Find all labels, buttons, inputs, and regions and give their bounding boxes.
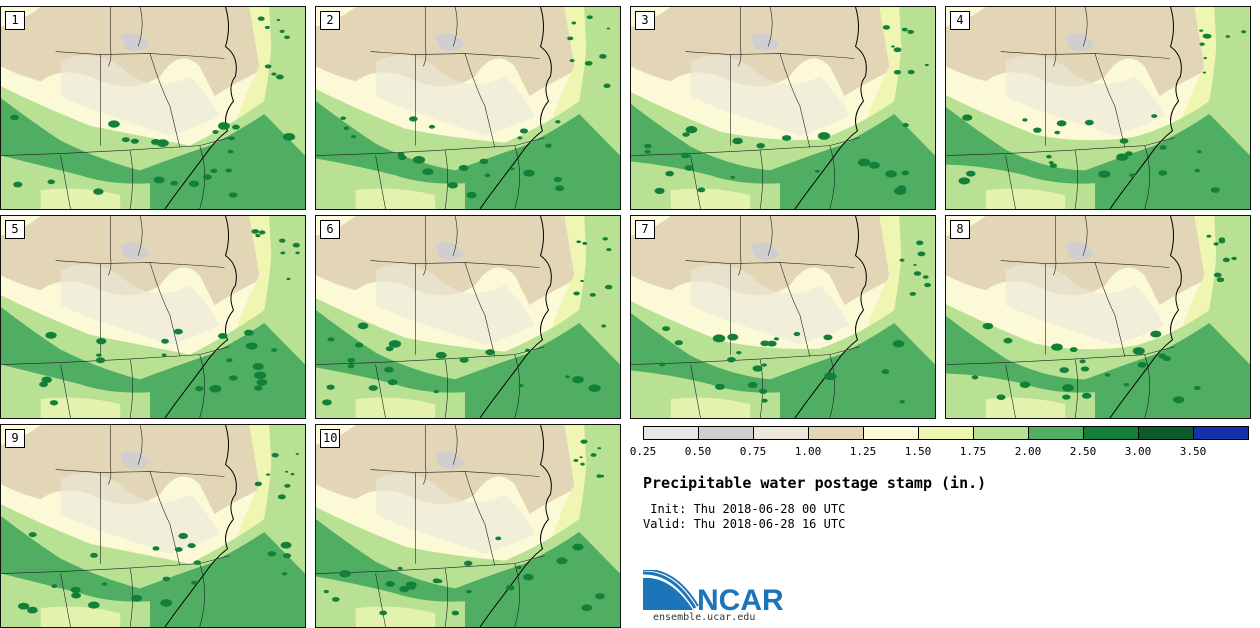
- panel-number-label: 5: [5, 220, 25, 239]
- map-panel[interactable]: 1: [0, 6, 306, 210]
- panel-number-label: 9: [5, 429, 25, 448]
- legend-tick-label: 0.25: [629, 445, 657, 458]
- legend-swatch: [808, 426, 864, 440]
- map-panel[interactable]: 6: [315, 215, 621, 419]
- logo-url[interactable]: ensemble.ucar.edu: [653, 612, 756, 623]
- init-time: Init: Thu 2018-06-28 00 UTC: [643, 502, 846, 516]
- panel-number-label: 6: [320, 220, 340, 239]
- map-panel[interactable]: 5: [0, 215, 306, 419]
- legend-tick-label: 2.50: [1069, 445, 1097, 458]
- legend-swatch: [698, 426, 754, 440]
- legend-swatch: [1083, 426, 1139, 440]
- product-title: Precipitable water postage stamp (in.): [643, 474, 987, 492]
- panel-number-label: 1: [5, 11, 25, 30]
- legend-tick-label: 1.00: [794, 445, 822, 458]
- valid-time: Valid: Thu 2018-06-28 16 UTC: [643, 517, 846, 531]
- logo-text: NCAR: [697, 584, 784, 616]
- legend-swatch: [643, 426, 699, 440]
- map-panel[interactable]: 2: [315, 6, 621, 210]
- legend-tick-label: 1.75: [959, 445, 987, 458]
- map-panel[interactable]: 9: [0, 424, 306, 628]
- legend-tick-label: 1.25: [849, 445, 877, 458]
- legend-swatch: [1193, 426, 1249, 440]
- panel-number-label: 7: [635, 220, 655, 239]
- legend-tick-label: 0.75: [739, 445, 767, 458]
- map-panel[interactable]: 7: [630, 215, 936, 419]
- legend-swatch: [1138, 426, 1194, 440]
- legend-tick-label: 3.50: [1179, 445, 1207, 458]
- ncar-swoosh-icon: NCAR: [642, 568, 784, 617]
- legend-tick-label: 3.00: [1124, 445, 1152, 458]
- panel-number-label: 10: [320, 429, 341, 448]
- legend-swatch: [753, 426, 809, 440]
- legend-swatch: [973, 426, 1029, 440]
- panel-number-label: 2: [320, 11, 340, 30]
- legend-swatch: [1028, 426, 1084, 440]
- panel-number-label: 3: [635, 11, 655, 30]
- map-panel[interactable]: 8: [945, 215, 1251, 419]
- panel-number-label: 4: [950, 11, 970, 30]
- legend-swatch: [918, 426, 974, 440]
- legend-swatch: [863, 426, 919, 440]
- color-legend: 0.25 0.50 0.75 1.00 1.25 1.50 1.75 2.00 2.50 3.00…: [630, 426, 1249, 460]
- ncar-logo[interactable]: NCAR: [642, 568, 793, 617]
- legend-tick-label: 2.00: [1014, 445, 1042, 458]
- panel-number-label: 8: [950, 220, 970, 239]
- legend-tick-label: 1.50: [904, 445, 932, 458]
- legend-tick-label: 0.50: [684, 445, 712, 458]
- map-panel[interactable]: 4: [945, 6, 1251, 210]
- map-panel[interactable]: 10: [315, 424, 621, 628]
- map-panel[interactable]: 3: [630, 6, 936, 210]
